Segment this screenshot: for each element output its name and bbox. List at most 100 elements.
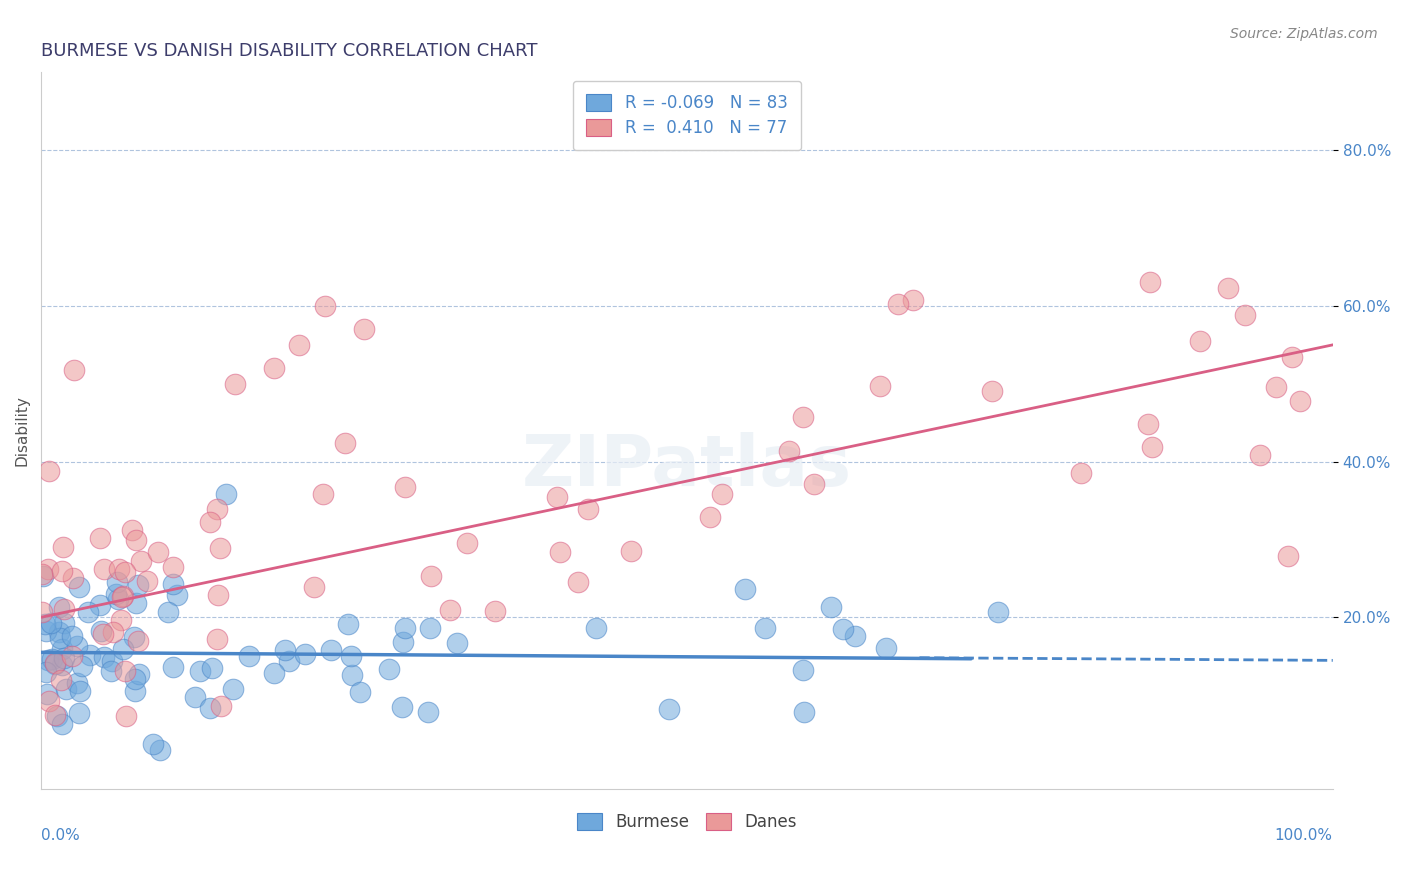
Point [349,685,371,699]
Point [208,541,231,555]
Point [207,632,229,646]
Point [60,649,83,664]
Point [89,531,111,545]
Point [62,571,84,585]
Point [103,625,125,640]
Point [1277,549,1299,563]
Point [53,602,76,616]
Point [67,706,90,720]
Point [49,631,72,645]
Point [44,657,66,672]
Point [136,574,159,589]
Point [70,659,93,673]
Point [44,656,66,670]
Point [1281,350,1303,364]
Point [576,502,599,516]
Point [107,592,129,607]
Point [1249,448,1271,462]
Point [1233,308,1256,322]
Point [263,361,285,376]
Point [66,639,89,653]
Point [35,624,58,638]
Point [658,702,681,716]
Point [110,613,132,627]
Point [484,604,506,618]
Point [114,708,136,723]
Point [32,568,55,582]
Y-axis label: Disability: Disability [15,395,30,466]
Point [51,564,73,578]
Point [100,664,122,678]
Point [620,543,643,558]
Point [792,410,814,425]
Text: 100.0%: 100.0% [1275,828,1333,843]
Point [209,698,232,713]
Point [803,477,825,491]
Point [224,376,246,391]
Point [39,616,62,631]
Point [93,650,115,665]
Point [31,605,53,619]
Point [274,643,297,657]
Point [585,621,607,635]
Point [90,624,112,639]
Point [49,673,72,688]
Point [314,299,336,313]
Point [67,580,90,594]
Point [869,379,891,393]
Point [238,648,260,663]
Point [1189,334,1212,349]
Text: Source: ZipAtlas.com: Source: ZipAtlas.com [1230,27,1378,41]
Point [128,666,150,681]
Point [987,605,1010,619]
Point [105,575,128,590]
Point [149,742,172,756]
Point [108,562,131,576]
Point [793,705,815,719]
Point [207,588,229,602]
Point [125,596,148,610]
Point [79,648,101,663]
Point [844,629,866,643]
Point [353,322,375,336]
Point [263,666,285,681]
Point [319,643,342,657]
Point [734,582,756,596]
Point [200,701,222,715]
Point [278,654,301,668]
Point [38,464,60,478]
Point [1136,417,1159,432]
Point [567,574,589,589]
Point [157,606,180,620]
Point [44,707,66,722]
Point [340,668,363,682]
Point [52,540,75,554]
Point [104,587,127,601]
Point [548,545,571,559]
Point [335,436,357,450]
Point [1265,380,1288,394]
Point [63,363,86,377]
Point [35,665,58,680]
Point [222,682,245,697]
Point [131,553,153,567]
Point [699,509,721,524]
Point [419,621,441,635]
Point [31,567,53,582]
Text: ZIPatlas: ZIPatlas [522,432,852,500]
Point [100,654,122,668]
Point [875,641,897,656]
Point [207,502,229,516]
Point [391,700,413,714]
Point [38,694,60,708]
Point [37,561,59,575]
Point [52,651,75,665]
Point [91,626,114,640]
Point [48,600,70,615]
Point [1142,440,1164,454]
Point [1288,394,1310,409]
Point [1070,466,1092,480]
Point [418,705,440,719]
Point [34,617,56,632]
Point [55,682,77,697]
